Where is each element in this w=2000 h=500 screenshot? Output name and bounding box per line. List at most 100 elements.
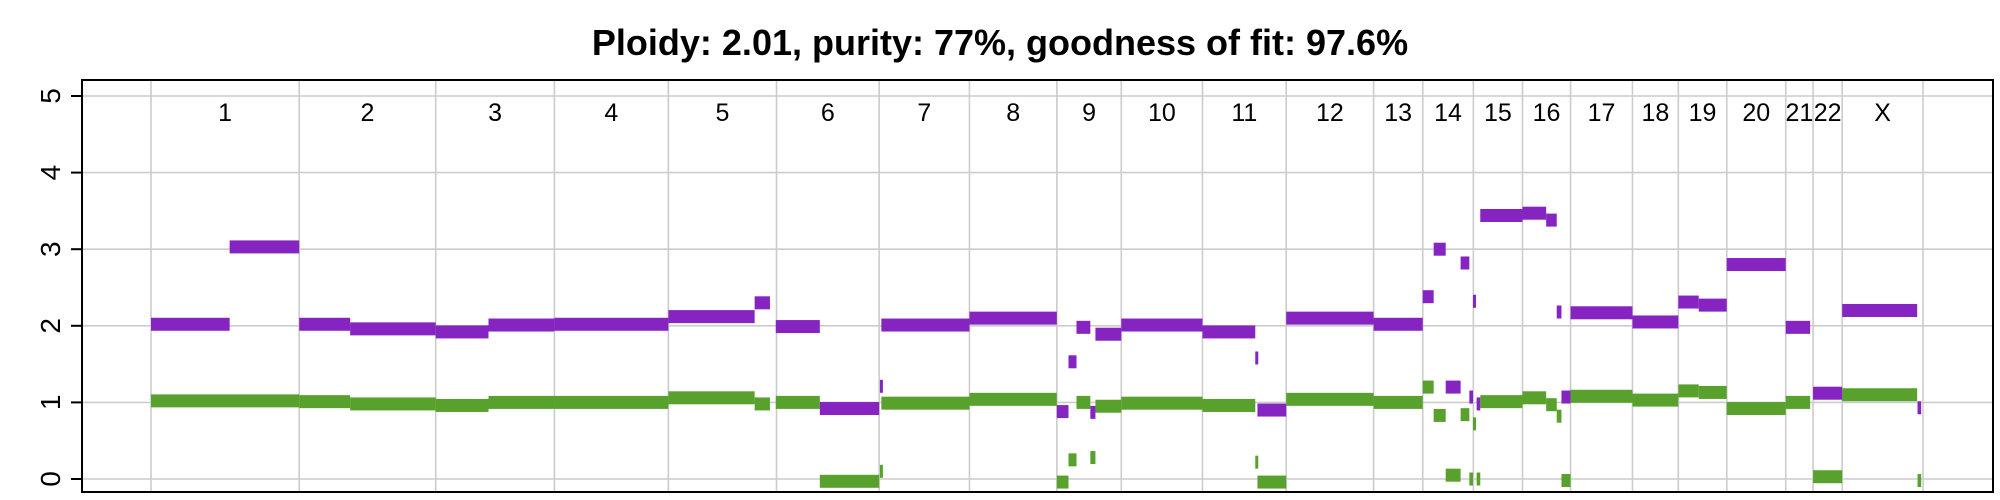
total-copy-number-segment [1561, 390, 1571, 404]
chromosome-label: 7 [917, 99, 931, 127]
minor-copy-number-segment [1257, 475, 1287, 489]
minor-copy-number-segment [1255, 455, 1259, 469]
minor-copy-number-segment [1561, 474, 1571, 488]
total-copy-number-segment [229, 240, 300, 254]
minor-copy-number-segment [1842, 388, 1918, 402]
total-copy-number-segment [1068, 355, 1077, 369]
chromosome-label: 14 [1434, 99, 1462, 127]
chromosome-label: 17 [1588, 99, 1616, 127]
chromosome-label: 8 [1006, 99, 1020, 127]
y-tick-label: 5 [35, 88, 66, 104]
total-copy-number-segment [1257, 403, 1287, 417]
chromosome-label: 16 [1533, 99, 1561, 127]
total-copy-number-segment [554, 317, 669, 331]
total-copy-number-segment [1698, 298, 1727, 312]
minor-copy-number-segment [1522, 391, 1547, 405]
minor-copy-number-segment [881, 396, 970, 410]
chromosome-label: 11 [1231, 99, 1257, 127]
total-copy-number-segment [668, 310, 755, 324]
minor-copy-number-segment [1546, 398, 1557, 412]
total-copy-number-segment [1076, 320, 1091, 334]
y-tick-label: 1 [35, 395, 66, 411]
chromosome-label: 6 [821, 99, 835, 127]
total-copy-number-segment [1422, 290, 1434, 304]
total-copy-number-segment [1433, 242, 1446, 256]
y-tick-label: 0 [35, 471, 66, 487]
minor-copy-number-segment [1813, 470, 1843, 484]
chromosome-label: 4 [604, 99, 618, 127]
total-copy-number-segment [819, 402, 880, 416]
minor-copy-number-segment [668, 391, 755, 405]
chart-title: Ploidy: 2.01, purity: 77%, goodness of f… [592, 22, 1408, 63]
total-copy-number-segment [1813, 386, 1843, 400]
chromosome-label: 20 [1742, 99, 1770, 127]
y-tick-label: 3 [35, 241, 66, 257]
segments [151, 206, 1922, 489]
chromosome-label: 12 [1316, 99, 1344, 127]
minor-copy-number-segment [1476, 472, 1481, 486]
chromosome-label: 21 [1785, 99, 1813, 127]
total-copy-number-segment [879, 379, 883, 393]
minor-copy-number-segment [1472, 417, 1476, 431]
chromosome-label: X [1874, 99, 1891, 127]
minor-copy-number-segment [1095, 399, 1122, 413]
chromosome-label: 19 [1689, 99, 1717, 127]
total-copy-number-segment [1202, 325, 1256, 339]
total-copy-number-segment [1095, 327, 1122, 341]
minor-copy-number-segment [554, 395, 669, 409]
total-copy-number-segment [1056, 405, 1069, 419]
total-copy-number-segment [1445, 380, 1461, 394]
minor-copy-number-segment [151, 394, 300, 408]
minor-copy-number-segment [1068, 453, 1077, 467]
minor-copy-number-segment [1202, 398, 1256, 412]
total-copy-number-segment [1726, 258, 1786, 272]
chromosome-label: 1 [218, 99, 232, 127]
total-copy-number-segment [1632, 315, 1679, 329]
minor-copy-number-segment [1632, 393, 1679, 407]
minor-copy-number-segment [1056, 475, 1069, 489]
total-copy-number-segment [1286, 311, 1374, 325]
total-copy-number-segment [754, 296, 770, 310]
minor-copy-number-segment [1445, 468, 1461, 482]
minor-copy-number-segment [1121, 396, 1203, 410]
minor-copy-number-segment [1433, 408, 1446, 422]
minor-copy-number-segment [488, 395, 555, 409]
total-copy-number-segment [1522, 206, 1547, 220]
total-copy-number-segment [775, 320, 820, 334]
y-axis: 0 1 2 3 4 5 [35, 88, 82, 487]
total-copy-number-segment [1476, 397, 1481, 411]
minor-copy-number-segment [1373, 395, 1423, 409]
total-copy-number-segment [1460, 256, 1470, 270]
minor-copy-number-segment [819, 474, 880, 488]
chromosome-label: 2 [360, 99, 374, 127]
minor-copy-number-segment [754, 397, 770, 411]
minor-copy-number-segment [1726, 402, 1786, 416]
minor-copy-number-segment [435, 398, 489, 412]
chromosome-label: 13 [1384, 99, 1412, 127]
total-copy-number-segment [299, 317, 351, 331]
y-tick-label: 4 [35, 165, 66, 181]
minor-copy-number-segment [1422, 380, 1434, 394]
total-copy-number-segment [1556, 305, 1562, 319]
total-copy-number-segment [1121, 318, 1203, 332]
total-copy-number-segment [1678, 295, 1699, 309]
total-copy-number-segment [350, 322, 436, 336]
minor-copy-number-segment [350, 397, 436, 411]
total-copy-number-segment [1570, 306, 1633, 320]
minor-copy-number-segment [1469, 472, 1473, 486]
minor-copy-number-segment [1785, 395, 1811, 409]
minor-copy-number-segment [969, 392, 1057, 406]
total-copy-number-segment [1546, 213, 1557, 227]
minor-copy-number-segment [1698, 385, 1727, 399]
total-copy-number-segment [1469, 390, 1473, 404]
total-copy-number-segment [488, 318, 555, 332]
total-copy-number-segment [969, 311, 1057, 325]
minor-copy-number-segment [879, 464, 883, 478]
plot-frame [81, 79, 1994, 493]
chromosome-label: 3 [488, 99, 502, 127]
minor-copy-number-segment [1570, 389, 1633, 403]
minor-copy-number-segment [1917, 474, 1922, 488]
total-copy-number-segment [1785, 320, 1811, 334]
chromosome-label: 15 [1484, 99, 1512, 127]
chromosome-label: 10 [1148, 99, 1176, 127]
